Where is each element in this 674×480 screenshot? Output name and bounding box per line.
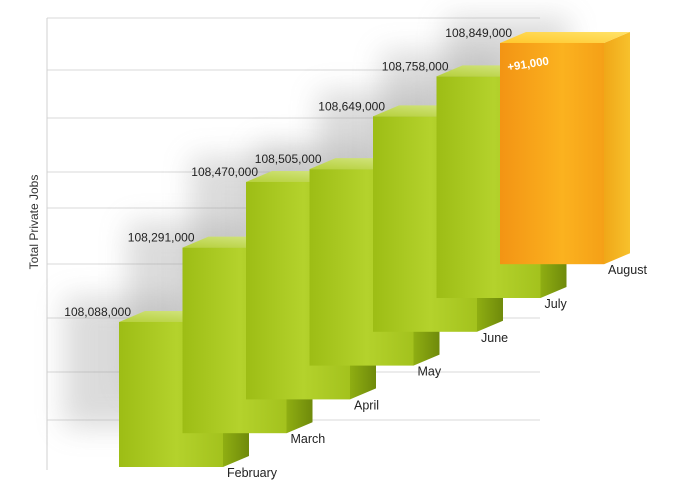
- value-label: 108,649,000: [318, 99, 385, 113]
- value-label: 108,291,000: [128, 231, 195, 245]
- y-axis-title: Total Private Jobs: [27, 175, 41, 270]
- value-label: 108,849,000: [445, 26, 512, 40]
- category-label: August: [608, 263, 647, 277]
- category-label: March: [291, 432, 326, 446]
- category-label: June: [481, 331, 508, 345]
- labels: 108,088,000 February 108,291,000 March 108,4…: [64, 26, 647, 480]
- value-label: 108,505,000: [255, 152, 322, 166]
- bars: [119, 32, 630, 467]
- category-label: May: [418, 365, 442, 379]
- value-label: 108,758,000: [382, 59, 449, 73]
- category-label: April: [354, 398, 379, 412]
- category-label: February: [227, 466, 278, 480]
- bar-august: [500, 32, 630, 265]
- value-label: 108,470,000: [191, 165, 258, 179]
- bar-top-face: [500, 32, 630, 43]
- bar-side-face: [604, 32, 630, 265]
- category-label: July: [545, 297, 568, 311]
- bar-front-face: [500, 43, 604, 265]
- value-label: 108,088,000: [64, 305, 131, 319]
